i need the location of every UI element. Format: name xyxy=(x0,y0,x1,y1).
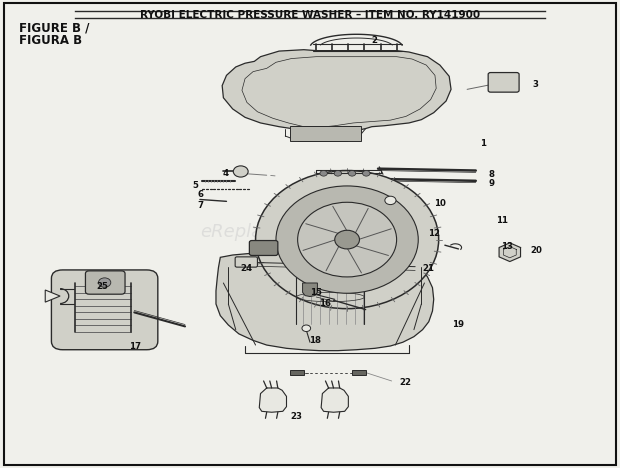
Circle shape xyxy=(255,170,439,309)
Text: 22: 22 xyxy=(400,378,412,387)
Text: FIGURE B /: FIGURE B / xyxy=(19,22,90,35)
Circle shape xyxy=(320,170,327,176)
Circle shape xyxy=(348,170,356,176)
Polygon shape xyxy=(303,283,317,297)
Text: 4: 4 xyxy=(222,169,228,178)
Text: 12: 12 xyxy=(428,229,440,239)
FancyBboxPatch shape xyxy=(352,370,366,375)
Text: 1: 1 xyxy=(480,139,486,147)
Circle shape xyxy=(276,186,418,293)
Text: 8: 8 xyxy=(488,170,494,179)
Text: 15: 15 xyxy=(310,288,322,297)
Text: eReplacementParts.com: eReplacementParts.com xyxy=(200,223,420,241)
Text: 18: 18 xyxy=(309,336,321,345)
Polygon shape xyxy=(45,290,60,302)
Circle shape xyxy=(334,170,342,176)
Circle shape xyxy=(99,278,111,287)
Text: 2: 2 xyxy=(372,36,378,45)
Polygon shape xyxy=(499,243,521,262)
Circle shape xyxy=(302,325,311,331)
Polygon shape xyxy=(321,388,348,412)
Text: 3: 3 xyxy=(533,80,539,89)
FancyBboxPatch shape xyxy=(290,126,361,141)
Text: 19: 19 xyxy=(452,321,464,329)
Circle shape xyxy=(233,166,248,177)
FancyBboxPatch shape xyxy=(4,3,616,465)
Text: 5: 5 xyxy=(192,181,198,190)
Text: RYOBI ELECTRIC PRESSURE WASHER – ITEM NO. RY141900: RYOBI ELECTRIC PRESSURE WASHER – ITEM NO… xyxy=(140,10,480,20)
Text: 20: 20 xyxy=(530,246,542,256)
Polygon shape xyxy=(216,253,434,351)
Text: 6: 6 xyxy=(197,190,203,199)
FancyBboxPatch shape xyxy=(290,370,304,375)
Circle shape xyxy=(335,230,360,249)
Circle shape xyxy=(385,196,396,205)
FancyBboxPatch shape xyxy=(249,241,278,256)
Circle shape xyxy=(363,170,370,176)
Polygon shape xyxy=(259,388,286,412)
Text: 25: 25 xyxy=(97,282,108,291)
Text: 17: 17 xyxy=(130,343,141,351)
FancyBboxPatch shape xyxy=(488,73,519,92)
Text: 24: 24 xyxy=(241,264,253,273)
Circle shape xyxy=(298,202,397,277)
Text: 21: 21 xyxy=(423,264,435,273)
Text: 10: 10 xyxy=(434,199,446,208)
Text: 23: 23 xyxy=(290,412,302,421)
Text: FIGURA B: FIGURA B xyxy=(19,34,82,47)
Polygon shape xyxy=(222,50,451,136)
Text: 9: 9 xyxy=(488,179,494,188)
Text: 11: 11 xyxy=(495,215,508,225)
FancyBboxPatch shape xyxy=(86,271,125,294)
Text: 7: 7 xyxy=(197,201,203,210)
Text: 13: 13 xyxy=(500,242,513,251)
FancyBboxPatch shape xyxy=(51,270,158,350)
Text: 16: 16 xyxy=(319,299,331,307)
FancyBboxPatch shape xyxy=(235,257,257,267)
